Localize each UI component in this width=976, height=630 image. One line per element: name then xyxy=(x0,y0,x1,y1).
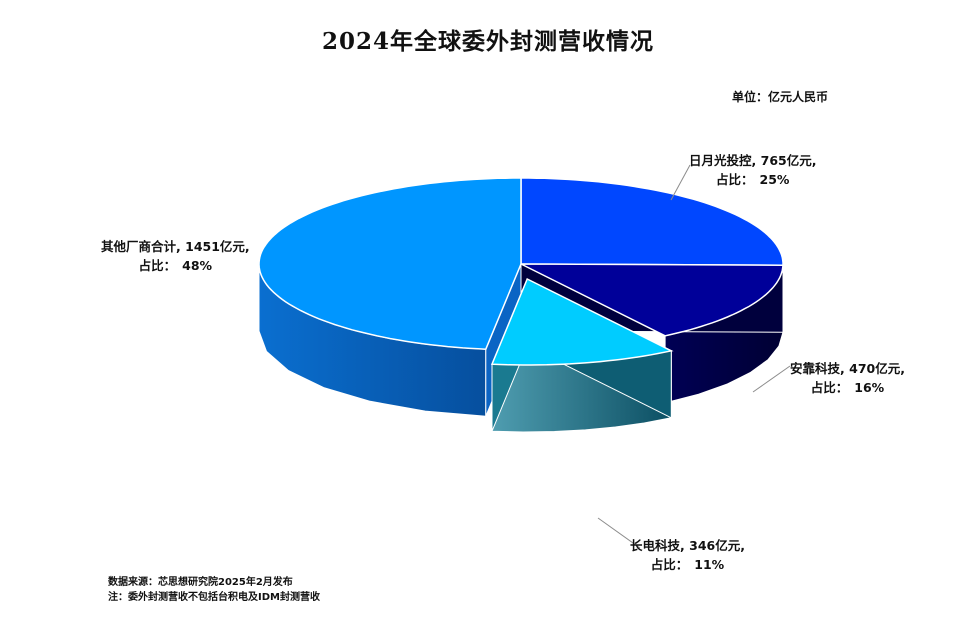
slice-label-ase: 日月光投控, 765亿元, 占比： 25% xyxy=(689,153,817,187)
slice-pct: 48% xyxy=(182,258,213,273)
slice-jcet xyxy=(490,277,674,366)
slice-value: 1451亿元, xyxy=(185,239,250,254)
slice-name: 安靠科技 xyxy=(790,361,841,376)
slice-name: 长电科技 xyxy=(630,538,681,553)
slice-pct-label: 占比： xyxy=(650,557,689,572)
slice-label-others: 其他厂商合计, 1451亿元, 占比： 48% xyxy=(101,239,250,273)
slice-pct: 11% xyxy=(694,557,725,572)
slice-pct-label: 占比： xyxy=(810,380,849,395)
slice-pct: 16% xyxy=(854,380,885,395)
chart-title: 2024年全球委外封测营收情况 xyxy=(321,28,654,55)
unit-label: 单位：亿元人民币 xyxy=(732,90,829,104)
slice-label-jcet: 长电科技, 346亿元, 占比： 11% xyxy=(630,538,745,572)
slice-name: 日月光投控 xyxy=(689,153,752,168)
slice-ase xyxy=(520,177,784,266)
slice-value: 346亿元, xyxy=(689,538,745,553)
leader-line-jcet xyxy=(597,517,641,549)
slice-pct-label: 占比： xyxy=(138,258,177,273)
leader-line-ase xyxy=(670,164,691,201)
slice-others xyxy=(258,177,522,350)
slice-pct: 25% xyxy=(759,172,790,187)
source-note: 数据来源：芯思想研究院2025年2月发布 xyxy=(108,577,293,588)
exclusion-note: 注：委外封测营收不包括台积电及IDM封测营收 xyxy=(108,592,320,603)
slice-amkor xyxy=(520,263,784,337)
slice-pct-label: 占比： xyxy=(716,172,754,187)
slice-value: 765亿元, xyxy=(760,153,817,168)
slice-name: 其他厂商合计 xyxy=(101,239,177,254)
slice-label-amkor: 安靠科技, 470亿元, 占比： 16% xyxy=(790,361,905,395)
slice-value: 470亿元, xyxy=(849,361,905,376)
leader-line-amkor xyxy=(752,365,791,393)
footnotes: 数据来源：芯思想研究院2025年2月发布 注：委外封测营收不包括台积电及IDM封… xyxy=(108,575,320,605)
